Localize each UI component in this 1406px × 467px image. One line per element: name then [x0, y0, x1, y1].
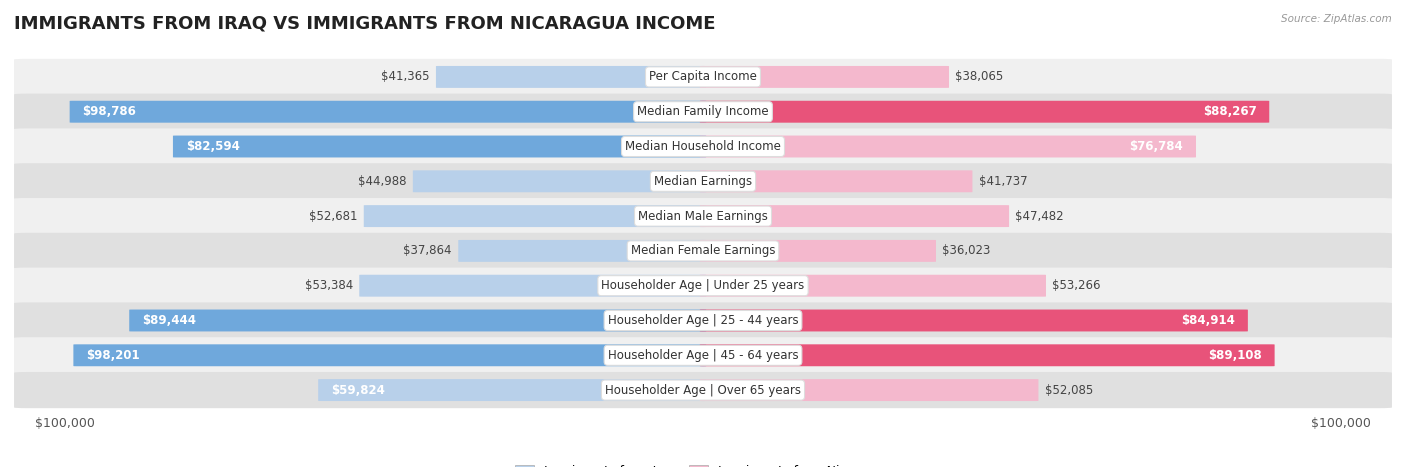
FancyBboxPatch shape: [700, 275, 1046, 297]
Text: Householder Age | Over 65 years: Householder Age | Over 65 years: [605, 383, 801, 396]
Text: Median Family Income: Median Family Income: [637, 105, 769, 118]
Text: $98,786: $98,786: [83, 105, 136, 118]
FancyBboxPatch shape: [360, 275, 706, 297]
FancyBboxPatch shape: [70, 101, 706, 123]
FancyBboxPatch shape: [14, 268, 1392, 304]
Text: $76,784: $76,784: [1129, 140, 1184, 153]
Text: Householder Age | 45 - 64 years: Householder Age | 45 - 64 years: [607, 349, 799, 362]
Text: $98,201: $98,201: [86, 349, 139, 362]
Text: $36,023: $36,023: [942, 244, 991, 257]
FancyBboxPatch shape: [14, 128, 1392, 164]
FancyBboxPatch shape: [14, 303, 1392, 339]
FancyBboxPatch shape: [700, 205, 1010, 227]
FancyBboxPatch shape: [173, 135, 706, 157]
FancyBboxPatch shape: [700, 344, 1275, 366]
FancyBboxPatch shape: [458, 240, 706, 262]
Legend: Immigrants from Iraq, Immigrants from Nicaragua: Immigrants from Iraq, Immigrants from Ni…: [510, 460, 896, 467]
FancyBboxPatch shape: [14, 198, 1392, 234]
FancyBboxPatch shape: [318, 379, 706, 401]
FancyBboxPatch shape: [700, 240, 936, 262]
Text: IMMIGRANTS FROM IRAQ VS IMMIGRANTS FROM NICARAGUA INCOME: IMMIGRANTS FROM IRAQ VS IMMIGRANTS FROM …: [14, 14, 716, 32]
FancyBboxPatch shape: [14, 372, 1392, 408]
FancyBboxPatch shape: [413, 170, 706, 192]
Text: $82,594: $82,594: [186, 140, 239, 153]
Text: $59,824: $59,824: [330, 383, 385, 396]
FancyBboxPatch shape: [700, 310, 1249, 332]
Text: $53,266: $53,266: [1052, 279, 1101, 292]
FancyBboxPatch shape: [700, 135, 1197, 157]
Text: $89,108: $89,108: [1208, 349, 1261, 362]
Text: $88,267: $88,267: [1202, 105, 1257, 118]
Text: Median Female Earnings: Median Female Earnings: [631, 244, 775, 257]
FancyBboxPatch shape: [14, 233, 1392, 269]
Text: $53,384: $53,384: [305, 279, 353, 292]
Text: Source: ZipAtlas.com: Source: ZipAtlas.com: [1281, 14, 1392, 24]
Text: $37,864: $37,864: [404, 244, 451, 257]
FancyBboxPatch shape: [14, 93, 1392, 130]
Text: Householder Age | 25 - 44 years: Householder Age | 25 - 44 years: [607, 314, 799, 327]
Text: $41,737: $41,737: [979, 175, 1028, 188]
FancyBboxPatch shape: [700, 101, 1270, 123]
FancyBboxPatch shape: [364, 205, 706, 227]
FancyBboxPatch shape: [14, 337, 1392, 374]
Text: Median Household Income: Median Household Income: [626, 140, 780, 153]
Text: $41,365: $41,365: [381, 71, 430, 84]
Text: $47,482: $47,482: [1015, 210, 1064, 223]
Text: $38,065: $38,065: [956, 71, 1004, 84]
FancyBboxPatch shape: [700, 379, 1039, 401]
FancyBboxPatch shape: [129, 310, 706, 332]
Text: Median Earnings: Median Earnings: [654, 175, 752, 188]
Text: $89,444: $89,444: [142, 314, 195, 327]
FancyBboxPatch shape: [700, 170, 973, 192]
Text: Householder Age | Under 25 years: Householder Age | Under 25 years: [602, 279, 804, 292]
FancyBboxPatch shape: [14, 163, 1392, 199]
Text: $44,988: $44,988: [359, 175, 406, 188]
Text: Per Capita Income: Per Capita Income: [650, 71, 756, 84]
Text: $84,914: $84,914: [1181, 314, 1234, 327]
Text: $52,085: $52,085: [1045, 383, 1092, 396]
FancyBboxPatch shape: [73, 344, 706, 366]
FancyBboxPatch shape: [436, 66, 706, 88]
FancyBboxPatch shape: [700, 66, 949, 88]
Text: Median Male Earnings: Median Male Earnings: [638, 210, 768, 223]
Text: $52,681: $52,681: [309, 210, 357, 223]
FancyBboxPatch shape: [14, 59, 1392, 95]
